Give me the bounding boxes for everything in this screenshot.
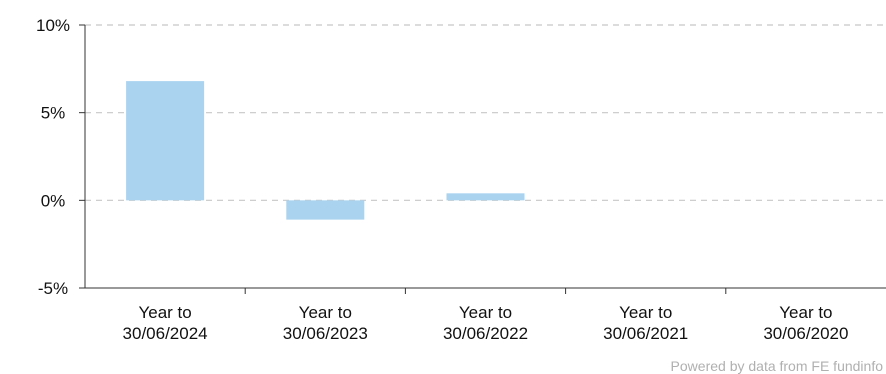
x-tick-label-line: Year to (459, 303, 512, 322)
x-tick-label: Year to 30/06/2024 (123, 303, 208, 343)
axes (79, 24, 886, 294)
x-tick-label-line: 30/06/2022 (443, 324, 528, 343)
x-tick-label-line: Year to (299, 303, 352, 322)
gridlines (85, 24, 886, 201)
x-tick-label: Year to 30/06/2020 (763, 303, 848, 343)
bar (126, 81, 205, 201)
y-tick-labels: 10% 5% 0% -5% (36, 16, 70, 298)
x-tick-label-line: Year to (779, 303, 832, 322)
x-tick-label-line: 30/06/2021 (603, 324, 688, 343)
x-tick-label-line: Year to (619, 303, 672, 322)
bar (446, 193, 525, 201)
x-tick-label-line: 30/06/2020 (763, 324, 848, 343)
data-credit: Powered by data from FE fundinfo (671, 358, 884, 374)
bars (126, 81, 525, 220)
y-tick-label: 5% (41, 104, 66, 123)
y-tick-label: -5% (38, 279, 68, 298)
x-tick-label: Year to 30/06/2023 (283, 303, 368, 343)
x-tick-label-line: Year to (138, 303, 191, 322)
x-tick-label: Year to 30/06/2021 (603, 303, 688, 343)
bar (286, 200, 365, 220)
x-tick-label-line: 30/06/2023 (283, 324, 368, 343)
x-tick-label: Year to 30/06/2022 (443, 303, 528, 343)
x-tick-label-line: 30/06/2024 (123, 324, 208, 343)
y-tick-label: 0% (41, 191, 66, 210)
y-tick-label: 10% (36, 16, 70, 35)
